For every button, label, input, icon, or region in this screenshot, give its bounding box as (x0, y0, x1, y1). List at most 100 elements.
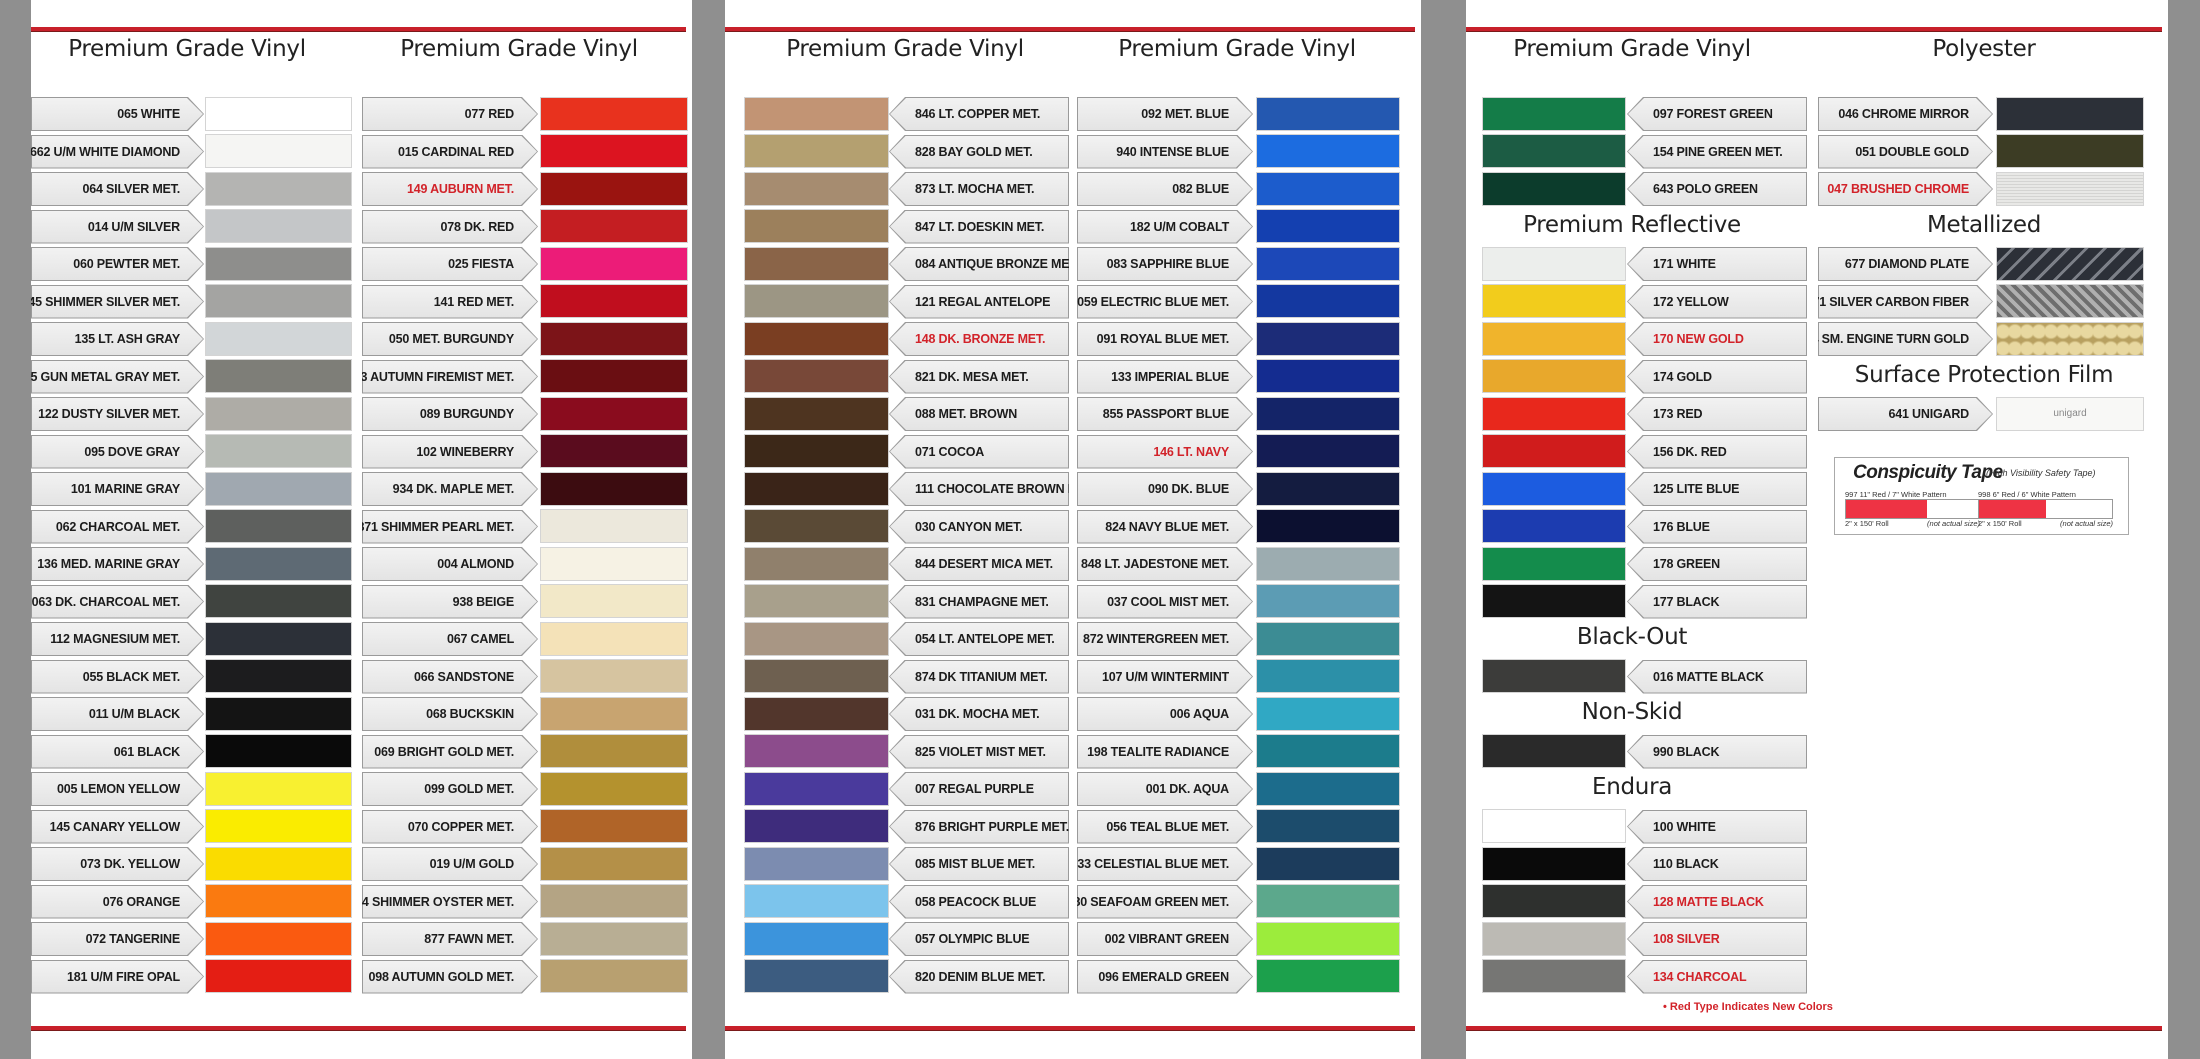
color-label: 874 DK TITANIUM MET. (889, 659, 1069, 694)
label-background (1628, 285, 1806, 318)
color-name: 938 BEIGE (452, 594, 514, 609)
color-swatch (1482, 396, 1626, 431)
label-background (1628, 473, 1806, 505)
color-swatch (540, 284, 688, 318)
color-swatch (540, 246, 688, 281)
color-name: 872 WINTERGREEN MET. (1082, 632, 1229, 646)
label-background (1078, 286, 1252, 318)
color-label: 060 PEWTER MET. (31, 247, 204, 281)
color-swatch (1996, 284, 2144, 318)
color-swatch (1256, 246, 1400, 281)
color-label: 083 SAPPHIRE BLUE (1077, 247, 1253, 281)
color-label: 037 COOL MIST MET. (1077, 585, 1253, 619)
color-swatch (1256, 809, 1400, 843)
color-name: 014 U/M SILVER (87, 219, 180, 234)
color-name: 015 CARDINAL RED (397, 144, 514, 159)
color-label: 146 LT. NAVY (1077, 435, 1253, 469)
label-background (1819, 98, 1992, 130)
color-name: 058 PEACOCK BLUE (915, 894, 1037, 909)
color-swatch (205, 584, 352, 618)
color-label: 677 DIAMOND PLATE (1818, 247, 1993, 281)
color-name: 121 REGAL ANTELOPE (915, 294, 1051, 309)
color-label: 030 CANYON MET. (889, 509, 1069, 544)
label-background (32, 173, 203, 205)
label-background (890, 810, 1068, 843)
label-background (890, 923, 1068, 955)
label-background (363, 173, 537, 205)
tape-red-segment (1979, 500, 2046, 518)
color-swatch (1256, 921, 1400, 956)
color-name: 128 MATTE BLACK (1653, 894, 1764, 909)
color-swatch (540, 134, 688, 168)
color-label: 141 RED MET. (362, 285, 538, 319)
label-background (890, 660, 1068, 693)
color-label: 059 ELECTRIC BLUE MET. (1077, 285, 1253, 319)
color-label: 091 ROYAL BLUE MET. (1077, 322, 1253, 356)
color-swatch (1256, 771, 1400, 806)
color-swatch (540, 621, 688, 656)
color-name: 001 DK. AQUA (1145, 782, 1229, 796)
swatch-text: unigard (2053, 408, 2087, 419)
label-background (32, 248, 203, 280)
color-label: 645 SHIMMER SILVER MET. (31, 285, 204, 319)
color-label: 061 BLACK (31, 735, 204, 769)
color-name: 088 MET. BROWN (915, 407, 1018, 421)
color-swatch (1482, 546, 1626, 581)
color-name: 095 DOVE GRAY (84, 444, 180, 459)
color-label: 872 WINTERGREEN MET. (1077, 622, 1253, 656)
color-swatch (1482, 171, 1626, 206)
color-label: 110 BLACK (1627, 847, 1807, 881)
color-label: 015 CARDINAL RED (362, 135, 538, 169)
color-label: 662 U/M WHITE DIAMOND (31, 135, 204, 169)
color-name: 050 MET. BURGUNDY (388, 332, 514, 346)
color-label: 078 DK. RED (362, 210, 538, 244)
tape-bar (1845, 499, 1980, 519)
color-name: 990 BLACK (1653, 744, 1720, 759)
label-background (890, 510, 1068, 543)
label-background (890, 773, 1068, 805)
color-name: 071 COCOA (915, 444, 985, 459)
color-swatch (1996, 246, 2144, 281)
label-background (1078, 886, 1252, 918)
color-name: 156 DK. RED (1653, 444, 1727, 459)
color-label: 002 VIBRANT GREEN (1077, 922, 1253, 956)
label-background (890, 210, 1068, 243)
color-label: 073 DK. YELLOW (31, 847, 204, 881)
color-label: 876 BRIGHT PURPLE MET. (889, 809, 1069, 844)
section-header: Non-Skid (1581, 699, 1683, 725)
color-label: 828 BAY GOLD MET. (889, 134, 1069, 169)
color-name: 821 DK. MESA MET. (915, 369, 1029, 384)
label-background (1819, 398, 1992, 430)
tape-caption: 2" x 150' Roll (not actual size) (1845, 519, 1980, 528)
label-background (1078, 473, 1252, 505)
color-label: 080 SEAFOAM GREEN MET. (1077, 885, 1253, 919)
label-background (32, 848, 203, 880)
label-background (1078, 961, 1252, 993)
color-swatch (1482, 471, 1626, 506)
label-background (1078, 848, 1252, 880)
color-label: 056 TEAL BLUE MET. (1077, 810, 1253, 844)
label-background (1628, 173, 1806, 205)
color-name: 033 CELESTIAL BLUE MET. (1070, 857, 1229, 871)
color-name: 025 FIESTA (448, 257, 514, 271)
color-swatch (1482, 959, 1626, 993)
color-label: 054 LT. ANTELOPE MET. (889, 622, 1069, 656)
color-label: 172 YELLOW (1627, 284, 1807, 319)
color-label: 174 GOLD (1627, 359, 1807, 394)
color-label: 112 MAGNESIUM MET. (31, 622, 204, 656)
label-background (1628, 435, 1806, 468)
color-swatch (744, 734, 889, 768)
color-swatch (1256, 696, 1400, 731)
color-swatch (1482, 96, 1626, 131)
label-background (363, 211, 537, 243)
color-swatch (205, 96, 352, 131)
color-name: 171 WHITE (1653, 257, 1716, 271)
color-label: 065 WHITE (31, 97, 204, 131)
column-title: Polyester (1932, 36, 2036, 62)
color-label: 063 DK. CHARCOAL MET. (31, 585, 204, 619)
label-background (1628, 923, 1806, 955)
label-background (363, 248, 537, 280)
label-background (1819, 136, 1992, 168)
label-background (363, 923, 537, 955)
label-background (890, 698, 1068, 730)
